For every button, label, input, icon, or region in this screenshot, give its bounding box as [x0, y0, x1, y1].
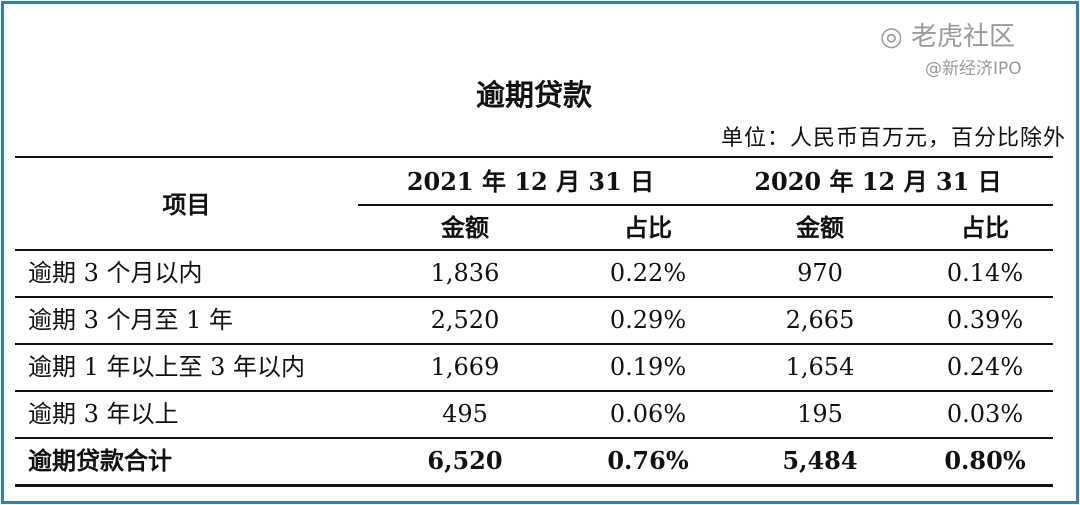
period-rule: [358, 204, 1053, 206]
amount-2020: 1,654: [785, 353, 855, 381]
ratio-2020: 0.39%: [946, 306, 1024, 334]
row-rule: [15, 484, 1053, 487]
row-label: 逾期 3 个月至 1 年: [28, 306, 234, 334]
header-item: 项目: [162, 191, 211, 219]
amount-2021: 6,520: [427, 446, 503, 475]
row-label: 逾期 1 年以上至 3 年以内: [28, 353, 306, 381]
ratio-2020: 0.80%: [944, 446, 1026, 475]
amount-2020: 970: [797, 259, 843, 287]
amount-2020: 2,665: [785, 306, 855, 334]
amount-2020: 5,484: [782, 446, 858, 475]
row-label: 逾期 3 年以上: [28, 400, 179, 428]
row-label: 逾期贷款合计: [28, 447, 172, 475]
ratio-2020: 0.03%: [946, 400, 1024, 428]
row-rule: [15, 437, 1053, 439]
header-period-2021: 2021 年 12 月 31 日: [406, 167, 655, 196]
ratio-2021: 0.76%: [607, 446, 689, 475]
amount-2021: 1,836: [430, 259, 500, 287]
amount-2020: 195: [797, 400, 843, 428]
ratio-2021: 0.06%: [609, 400, 687, 428]
unit-note: 单位：人民币百万元，百分比除外: [720, 126, 1066, 151]
amount-2021: 495: [442, 400, 488, 428]
ratio-2020: 0.14%: [946, 259, 1024, 287]
ratio-2021: 0.29%: [609, 306, 687, 334]
ratio-2021: 0.22%: [609, 259, 687, 287]
header-ratio-2021: 占比: [624, 214, 672, 242]
row-label: 逾期 3 个月以内: [28, 259, 203, 287]
header-amount-2020: 金额: [796, 214, 844, 242]
amount-2021: 2,520: [430, 306, 500, 334]
header-amount-2021: 金额: [441, 214, 489, 242]
watermark-logo: ◎ 老虎社区: [880, 22, 1015, 52]
row-rule: [15, 296, 1053, 298]
table-title: 逾期贷款: [475, 78, 592, 112]
watermark-text: 老虎社区: [910, 22, 1015, 52]
header-ratio-2020: 占比: [961, 214, 1009, 242]
ratio-2021: 0.19%: [609, 353, 687, 381]
ratio-2020: 0.24%: [946, 353, 1024, 381]
amount-2021: 1,669: [430, 353, 500, 381]
row-rule: [15, 343, 1053, 345]
row-rule: [15, 390, 1053, 392]
header-top-rule: [15, 156, 1053, 158]
header-period-2020: 2020 年 12 月 31 日: [754, 167, 1002, 196]
header-bottom-rule: [15, 249, 1053, 251]
watermark-handle: @新经济IPO: [925, 59, 1022, 79]
